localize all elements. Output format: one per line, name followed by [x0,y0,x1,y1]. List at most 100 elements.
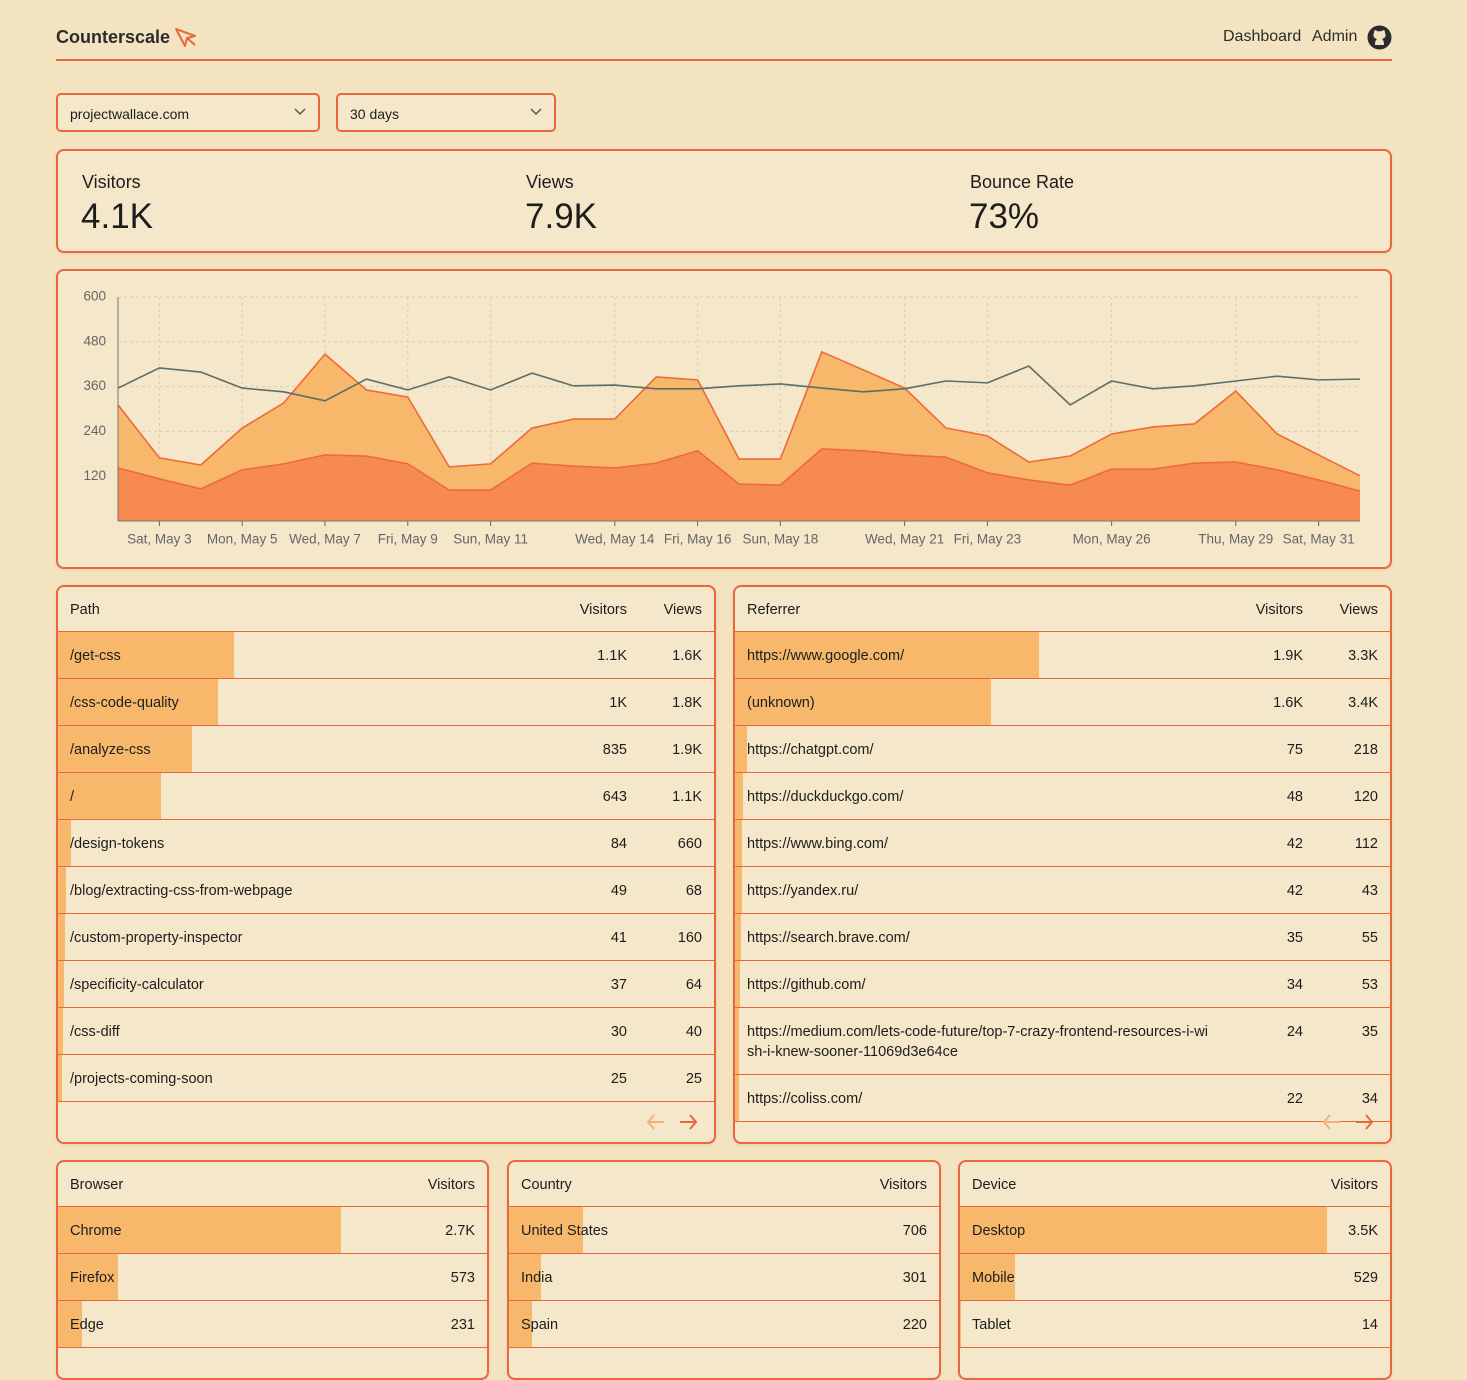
table-row: /custom-property-inspector 41 160 [58,914,714,961]
table-row: https://coliss.com/22 34 [735,1075,1390,1122]
x-tick-label: Sun, May 11 [453,532,528,547]
row-value: 37 [610,977,627,993]
row-label: /css-diff [70,1024,120,1040]
chart: 120 240 360 480 600 Sat, May 3 Mon, May 5 Wed, … [83,289,1361,547]
next-arrow[interactable] [680,1114,698,1130]
area-line [117,350,1361,477]
row-label: https://github.com/ [747,977,866,993]
row-value: 1.1K [597,648,627,664]
row-value: 220 [902,1317,927,1333]
row-value: 35 [1286,930,1303,946]
table-row: https://search.brave.com/35 55 [735,914,1390,961]
chart-card: 120 240 360 480 600 Sat, May 3 Mon, May 5 Wed, … [56,269,1392,569]
row-label: /projects-coming-soon [70,1071,213,1087]
row-value: 3.4K [1348,695,1378,711]
table-row: Firefox 573 [58,1254,487,1301]
table-row: https://www.bing.com/42 112 [735,820,1390,867]
table-row: https://medium.com/lets-code-future/top-… [735,1008,1390,1075]
row-value: 301 [902,1270,927,1286]
row-label: (unknown) [747,695,815,711]
site-select-value: projectwallace.com [70,106,190,122]
github-icon[interactable] [1367,25,1392,50]
stat-label: Views [526,172,574,192]
y-tick-label: 480 [83,333,106,348]
y-tick-label: 360 [83,378,106,393]
row-value: 43 [1361,883,1378,899]
x-tick-label: Sat, May 3 [127,532,192,547]
table-row: /specificity-calculator 37 64 [58,961,714,1008]
nav-admin[interactable]: Admin [1312,28,1358,45]
x-tick-label: Wed, May 14 [575,532,655,547]
table-header: Path Visitors Views [58,587,714,632]
row-label: /css-code-quality [70,695,179,711]
brand[interactable]: Counterscale [56,27,171,47]
range-select[interactable]: 30 days [336,93,556,132]
table-header: Device Visitors [960,1162,1390,1207]
bar [58,820,72,866]
header-rule [56,59,1392,61]
row-value: 529 [1353,1270,1378,1286]
row-value: 835 [602,742,627,758]
row-value: 42 [1286,883,1303,899]
row-value: 1.9K [672,742,702,758]
table-row: https://chatgpt.com/75 218 [735,726,1390,773]
bar [509,1254,541,1300]
table-card: Referrer Visitors Views https://www.google.… [733,585,1392,1144]
row-label: Firefox [70,1270,115,1286]
row-label: https://search.brave.com/ [747,930,910,946]
table-row: Tablet 14 [960,1301,1390,1348]
bar [960,1301,962,1347]
bar [58,961,64,1007]
row-value: 41 [610,930,627,946]
row-value: 24 [1286,1024,1303,1040]
row-value: 643 [602,789,627,805]
table-row: /analyze-css 835 1.9K [58,726,714,773]
table-row: https://duckduckgo.com/48 120 [735,773,1390,820]
row-label: Mobile [972,1270,1015,1286]
row-value: 3.5K [1348,1223,1378,1239]
next-arrow[interactable] [1356,1114,1374,1130]
row-value: 35 [1361,1024,1378,1040]
table-row: https://www.google.com/1.9K 3.3K [735,632,1390,679]
table-row: Mobile 529 [960,1254,1390,1301]
site-select[interactable]: projectwallace.com [56,93,320,132]
column-header: Country [521,1177,572,1193]
row-value: 1.1K [672,789,702,805]
bar [58,1254,118,1300]
bar [58,773,161,819]
x-tick-label: Fri, May 16 [664,532,732,547]
row-value: 64 [685,977,702,993]
x-tick-label: Sun, May 18 [743,532,819,547]
row-label: Spain [521,1317,559,1333]
row-value: 75 [1286,742,1303,758]
row-value: 25 [685,1071,702,1087]
row-value: 120 [1353,789,1378,805]
table-row: Spain 220 [509,1301,939,1348]
row-value: 53 [1361,977,1378,993]
table-card: Device Visitors Desktop 3.5K Mobile 529 Tablet… [958,1160,1392,1380]
bar [58,679,218,725]
column-header: Referrer [747,602,801,618]
row-label: https://chatgpt.com/ [747,742,874,758]
bar [58,1008,63,1054]
bar [735,679,991,725]
row-label: India [521,1270,553,1286]
row-value: 34 [1361,1091,1378,1107]
bar [735,914,741,960]
table-row: /css-diff 30 40 [58,1008,714,1055]
nav-dashboard[interactable]: Dashboard [1223,28,1302,45]
row-value: 25 [610,1071,627,1087]
bar [735,1008,739,1074]
line [117,365,1361,406]
row-value: 706 [902,1223,927,1239]
bar [58,867,66,913]
table-row: United States 706 [509,1207,939,1254]
bar [58,1055,62,1101]
row-value: 30 [610,1024,627,1040]
row-label: /design-tokens [70,836,165,852]
bar [735,773,743,819]
bar [735,820,742,866]
table-row: Edge 231 [58,1301,487,1348]
row-label: United States [521,1223,609,1239]
table-row: /get-css 1.1K 1.6K [58,632,714,679]
